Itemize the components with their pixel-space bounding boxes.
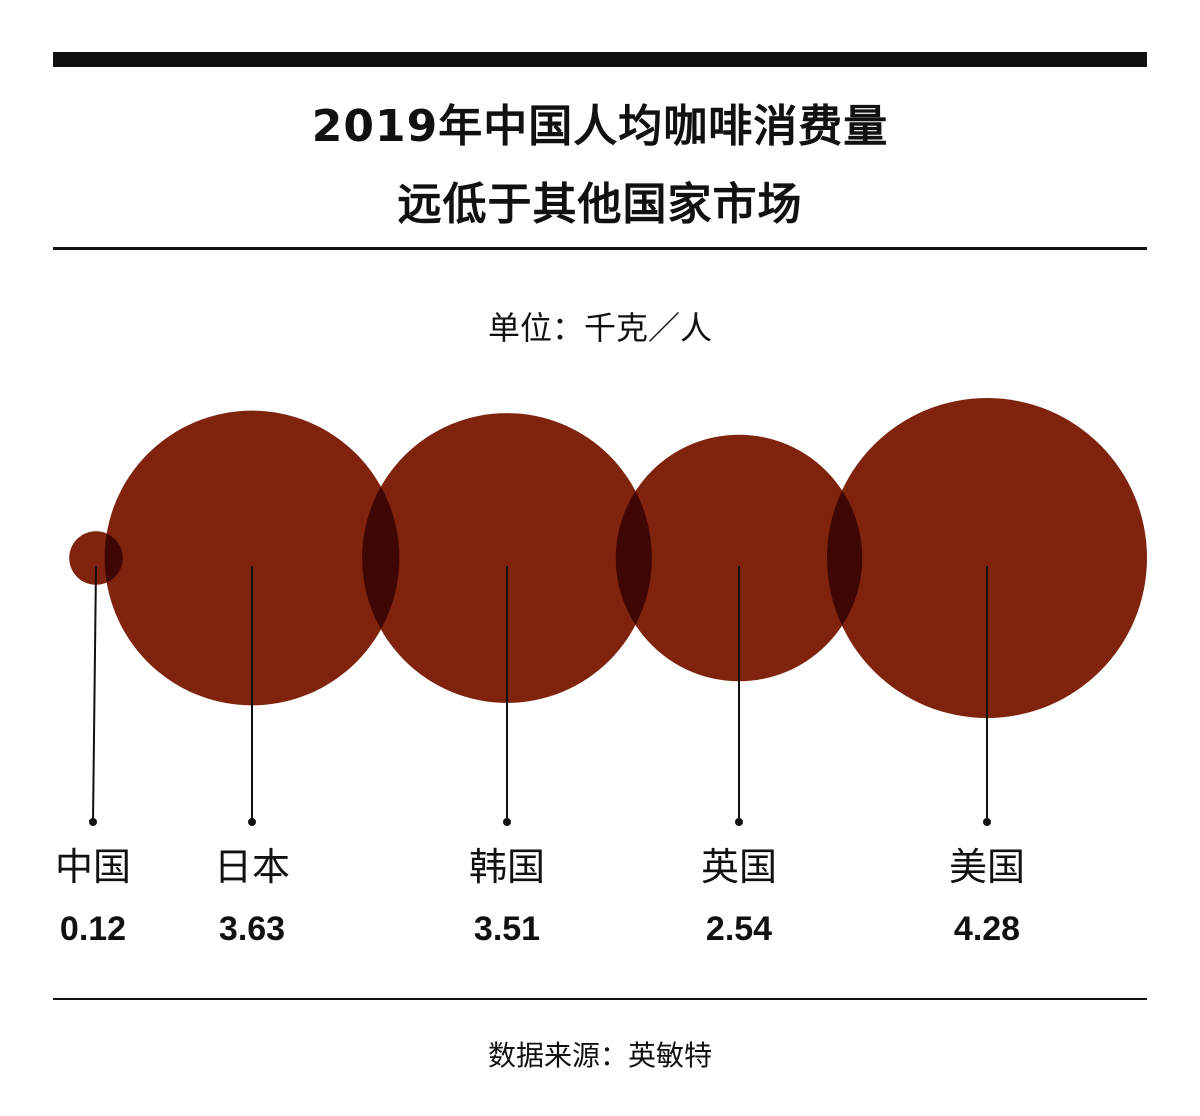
category-label-2: 韩国 <box>469 845 545 889</box>
leader-dot-2 <box>503 818 511 826</box>
category-label-1: 日本 <box>214 845 290 889</box>
top-rule <box>53 52 1147 67</box>
value-label-4: 4.28 <box>954 910 1020 948</box>
unit-label: 单位：千克／人 <box>487 309 712 347</box>
chart-title: 2019年中国人均咖啡消费量 远低于其他国家市场 <box>0 88 1200 244</box>
bubble-3 <box>615 434 863 682</box>
leader-layer <box>89 565 991 826</box>
bubble-4 <box>827 398 1147 718</box>
value-label-2: 3.51 <box>474 910 540 948</box>
bubble-layer <box>69 398 1147 718</box>
leader-dot-3 <box>735 818 743 826</box>
leader-line-0 <box>92 565 97 823</box>
title-rule <box>53 247 1147 250</box>
bubble-1 <box>104 410 400 706</box>
value-label-0: 0.12 <box>60 910 126 948</box>
category-label-0: 中国 <box>55 845 131 889</box>
bubble-overlap-0 <box>104 533 123 583</box>
bubble-overlap-1 <box>362 486 400 630</box>
label-layer: 中国 0.12 日本 3.63 韩国 3.51 英国 2.54 美国 4.28 <box>55 845 1025 948</box>
value-label-1: 3.63 <box>219 910 285 948</box>
leader-dot-4 <box>983 818 991 826</box>
bubble-2 <box>362 413 652 703</box>
bubble-overlap-3 <box>827 490 863 626</box>
category-label-4: 美国 <box>949 845 1025 889</box>
bubble-overlap-2 <box>615 491 652 625</box>
overlap-layer <box>104 486 863 630</box>
leader-dot-1 <box>248 818 256 826</box>
category-label-3: 英国 <box>701 845 777 889</box>
title-line-2: 远低于其他国家市场 <box>397 179 803 230</box>
bottom-rule <box>53 998 1147 1000</box>
value-label-3: 2.54 <box>706 910 772 948</box>
title-line-1: 2019年中国人均咖啡消费量 <box>311 101 889 152</box>
source-note: 数据来源：英敏特 <box>487 1039 712 1072</box>
leader-dot-0 <box>89 818 97 826</box>
